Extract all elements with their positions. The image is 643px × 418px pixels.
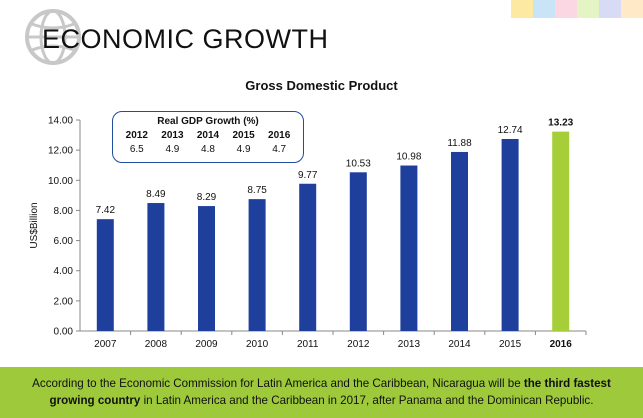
accent-swatch [577,0,599,18]
inset-year: 2014 [196,130,220,141]
bar-value-label: 11.88 [447,138,472,149]
bar [451,151,468,331]
y-tick-label: 4.00 [54,266,74,277]
bar [552,131,570,331]
inset-value: 4.9 [165,144,180,155]
footer-banner: According to the Economic Commission for… [0,367,643,418]
x-tick-label: 2015 [499,339,522,350]
y-axis-label: US$Billion [29,202,40,248]
footer-text-2: in Latin America and the Caribbean in 20… [140,394,594,407]
y-tick-label: 14.00 [48,116,73,127]
bar-value-label: 10.53 [346,158,371,169]
page-title: ECONOMIC GROWTH [42,24,329,54]
gdp-bar-chart: 0.00 2.00 4.00 6.00 8.00 10.00 12.00 14.00 US$Bi… [29,116,587,350]
inset-value: 4.9 [236,144,251,155]
bar-value-label: 7.42 [96,205,116,216]
bar-value-label: 9.77 [298,170,318,181]
x-tick-label: 2007 [94,339,117,350]
footer-bold-1: the third fastest [523,377,611,390]
y-tick-label: 8.00 [54,206,74,217]
globe-logo-icon [25,9,81,65]
chart-title: Gross Domestic Product [245,78,398,93]
footer-bold-2: growing country [49,394,141,407]
y-tick-label: 0.00 [54,327,74,338]
bar-value-label: 8.49 [146,189,166,200]
inset-value: 4.7 [272,144,287,155]
inset-year: 2015 [232,130,255,141]
inset-year: 2016 [268,130,291,141]
inset-year: 2012 [125,130,148,141]
accent-swatch [555,0,577,18]
footer-text-1: According to the Economic Commission for… [32,377,524,390]
bar [198,206,215,331]
x-tick-label: 2010 [246,339,269,350]
inset-title: Real GDP Growth (%) [157,116,259,127]
y-tick-label: 12.00 [48,146,73,157]
bar-value-label: 10.98 [396,152,421,163]
inset-value: 4.8 [201,144,215,155]
x-tick-label: 2013 [398,339,421,350]
y-tick-label: 2.00 [54,296,74,307]
bar [96,219,114,331]
y-tick-label: 6.00 [54,236,74,247]
bar [349,172,367,331]
bar [147,203,165,331]
x-tick-label: 2011 [297,339,319,350]
inset-value: 6.5 [129,144,144,155]
accent-swatch [599,0,621,18]
x-tick-label: 2012 [347,339,370,350]
inset-years-row: 2012 2013 2014 2015 2016 [113,130,303,141]
inset-values-row: 6.5 4.9 4.8 4.9 4.7 [113,144,303,155]
y-tick-label: 10.00 [48,176,73,187]
bar [501,138,519,331]
inset-year: 2013 [161,130,184,141]
bar [248,199,266,331]
bar-value-label: 8.75 [247,185,267,196]
accent-swatches [511,0,643,18]
bar [400,165,418,331]
x-tick-label: 2016 [550,339,573,350]
x-tick-label: 2009 [195,339,218,350]
accent-swatch [511,0,533,18]
bar-value-label: 8.29 [197,192,217,203]
accent-swatch [621,0,643,18]
growth-inset-box: Real GDP Growth (%) 2012 2013 2014 2015 … [112,111,304,163]
bar [299,183,317,331]
bar-value-label: 12.74 [498,125,523,136]
x-tick-label: 2008 [145,339,168,350]
bar-value-label: 13.23 [548,118,573,129]
accent-swatch [533,0,555,18]
x-tick-label: 2014 [448,339,471,350]
